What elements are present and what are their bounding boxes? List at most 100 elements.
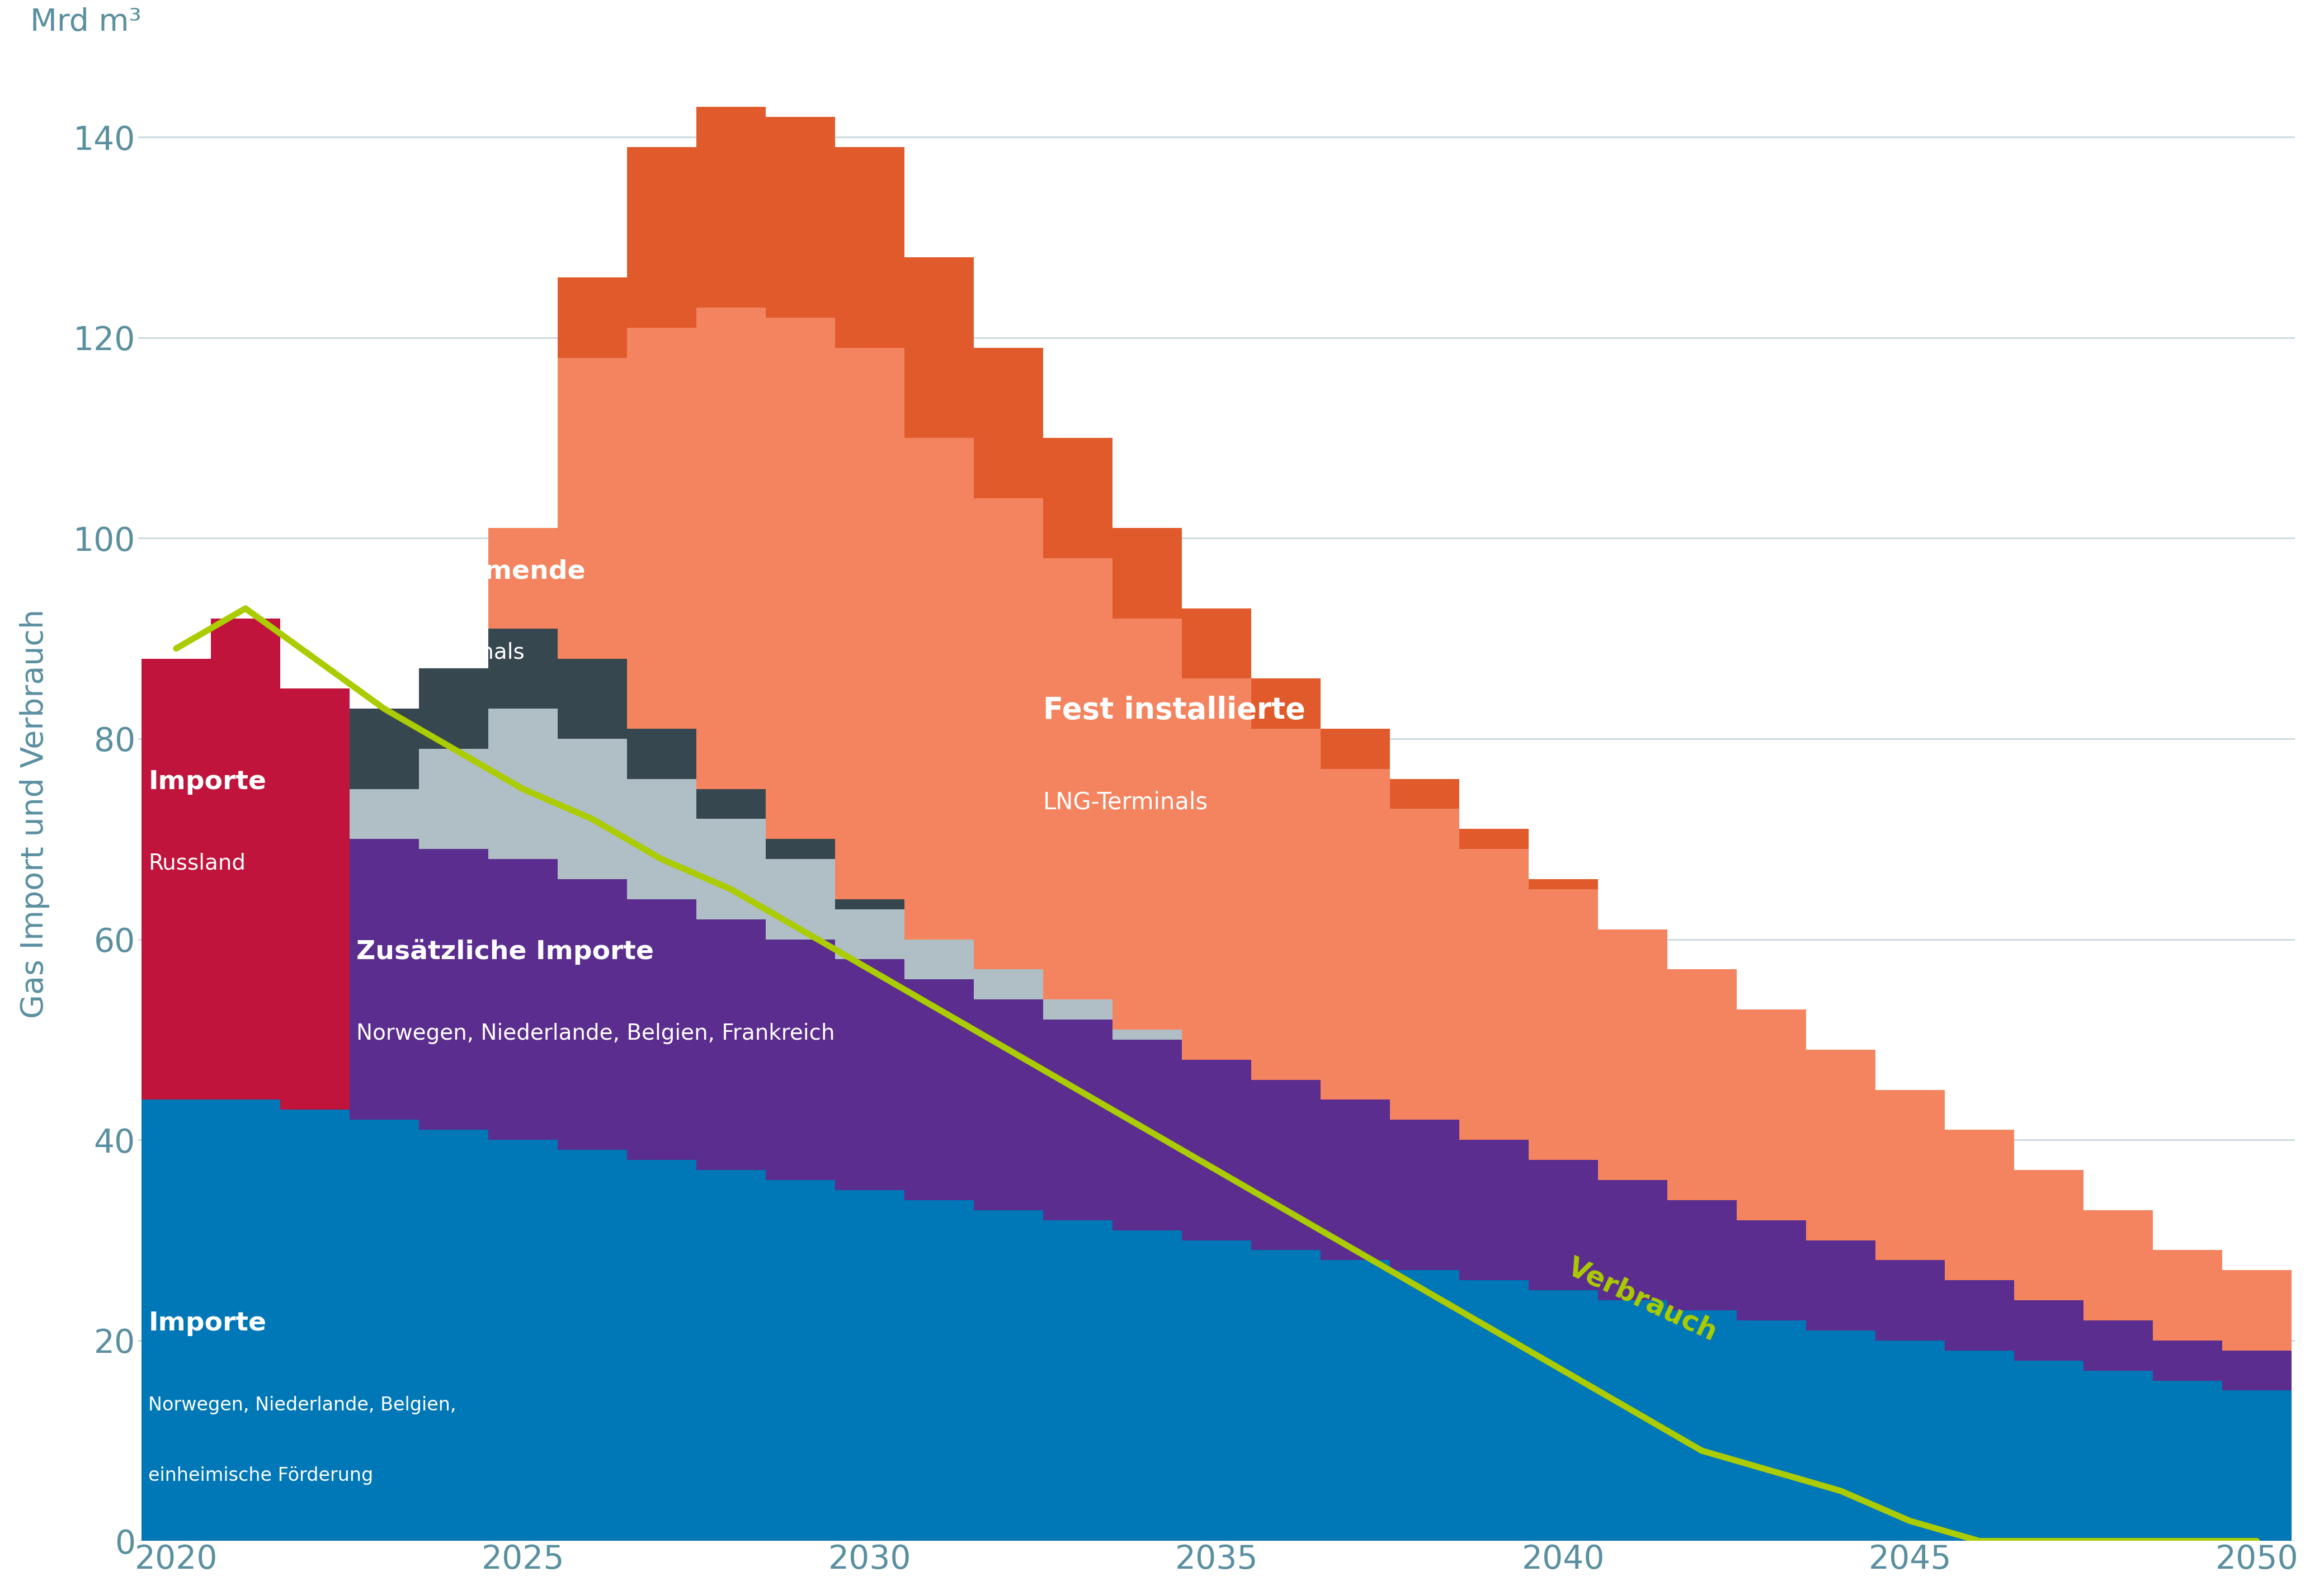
Bar xyxy=(697,790,765,818)
Bar xyxy=(834,900,904,909)
Bar xyxy=(1529,879,1599,888)
Bar xyxy=(1250,678,1320,729)
Bar xyxy=(1043,558,1113,1000)
Bar xyxy=(418,849,488,1129)
Bar xyxy=(1320,729,1390,769)
Bar xyxy=(1736,1010,1806,1220)
Bar xyxy=(1250,729,1320,1080)
Bar xyxy=(765,317,834,839)
Bar xyxy=(1113,619,1181,1029)
Bar xyxy=(142,659,211,1101)
Bar xyxy=(2015,1171,2082,1300)
Bar xyxy=(349,1120,418,1541)
Bar xyxy=(349,839,418,1120)
Bar xyxy=(1666,1199,1736,1311)
Bar xyxy=(1806,1330,1875,1541)
Bar xyxy=(1945,1281,2015,1351)
Bar xyxy=(349,708,418,790)
Bar xyxy=(2152,1381,2222,1541)
Text: Norwegen, Niederlande, Belgien,: Norwegen, Niederlande, Belgien, xyxy=(149,1396,456,1415)
Bar xyxy=(418,748,488,849)
Bar xyxy=(904,939,974,979)
Bar xyxy=(974,498,1043,970)
Bar xyxy=(834,1190,904,1541)
Bar xyxy=(1320,1101,1390,1260)
Bar xyxy=(1666,970,1736,1199)
Bar xyxy=(1529,888,1599,1160)
Bar xyxy=(834,959,904,1190)
Bar xyxy=(834,348,904,900)
Bar xyxy=(1250,1250,1320,1541)
Bar xyxy=(2222,1391,2291,1541)
Bar xyxy=(1320,1260,1390,1541)
Bar xyxy=(142,1101,211,1541)
Bar xyxy=(1181,678,1250,1059)
Bar xyxy=(974,970,1043,1000)
Bar xyxy=(1250,1080,1320,1250)
Bar xyxy=(1806,1241,1875,1330)
Bar xyxy=(418,668,488,748)
Bar xyxy=(1320,769,1390,1101)
Bar xyxy=(1599,1300,1666,1541)
Bar xyxy=(2082,1321,2152,1370)
Bar xyxy=(281,1059,349,1110)
Bar xyxy=(1390,1120,1459,1270)
Bar xyxy=(1181,1059,1250,1241)
Bar xyxy=(2082,1211,2152,1321)
Text: LNG-Terminals: LNG-Terminals xyxy=(370,641,525,664)
Bar xyxy=(281,689,349,1110)
Text: Russland: Russland xyxy=(149,852,246,874)
Bar xyxy=(904,979,974,1199)
Bar xyxy=(765,116,834,317)
Bar xyxy=(1043,1220,1113,1541)
Bar xyxy=(349,790,418,839)
Bar xyxy=(1113,1230,1181,1541)
Bar xyxy=(627,147,697,327)
Text: Zusätzliche Importe: Zusätzliche Importe xyxy=(356,939,653,965)
Bar xyxy=(488,628,558,708)
Bar xyxy=(1390,1270,1459,1541)
Bar xyxy=(2222,1270,2291,1351)
Bar xyxy=(765,1180,834,1541)
Bar xyxy=(558,659,627,738)
Text: Mrd m³: Mrd m³ xyxy=(30,6,142,37)
Text: Norwegen, Niederlande, Belgien, Frankreich: Norwegen, Niederlande, Belgien, Frankrei… xyxy=(356,1022,834,1045)
Bar xyxy=(697,107,765,308)
Bar xyxy=(697,818,765,919)
Bar xyxy=(1459,1140,1529,1281)
Bar xyxy=(488,860,558,1140)
Bar xyxy=(1113,1040,1181,1230)
Bar xyxy=(697,1171,765,1541)
Bar xyxy=(211,619,281,1101)
Bar xyxy=(834,909,904,959)
Bar xyxy=(2222,1351,2291,1391)
Bar xyxy=(627,327,697,729)
Bar xyxy=(2152,1250,2222,1340)
Bar xyxy=(974,1211,1043,1541)
Bar xyxy=(627,1160,697,1541)
Bar xyxy=(1666,1311,1736,1541)
Text: LNG-Terminals: LNG-Terminals xyxy=(1043,791,1208,813)
Bar xyxy=(904,1199,974,1541)
Bar xyxy=(1043,1000,1113,1019)
Bar xyxy=(558,879,627,1150)
Bar xyxy=(488,1140,558,1541)
Bar xyxy=(2015,1300,2082,1361)
Bar xyxy=(1459,829,1529,849)
Bar xyxy=(834,147,904,348)
Bar xyxy=(1390,809,1459,1120)
Bar xyxy=(1529,1160,1599,1290)
Bar xyxy=(1113,1029,1181,1040)
Bar xyxy=(1736,1220,1806,1321)
Bar xyxy=(1459,849,1529,1140)
Bar xyxy=(1875,1340,1945,1541)
Bar xyxy=(1945,1351,2015,1541)
Bar xyxy=(1806,1050,1875,1241)
Bar xyxy=(558,357,627,659)
Text: einheimische Förderung: einheimische Förderung xyxy=(149,1466,374,1485)
Text: Verbrauch: Verbrauch xyxy=(1564,1254,1722,1346)
Bar xyxy=(1945,1129,2015,1281)
Bar xyxy=(488,528,558,628)
Bar xyxy=(488,708,558,860)
Bar xyxy=(627,778,697,900)
